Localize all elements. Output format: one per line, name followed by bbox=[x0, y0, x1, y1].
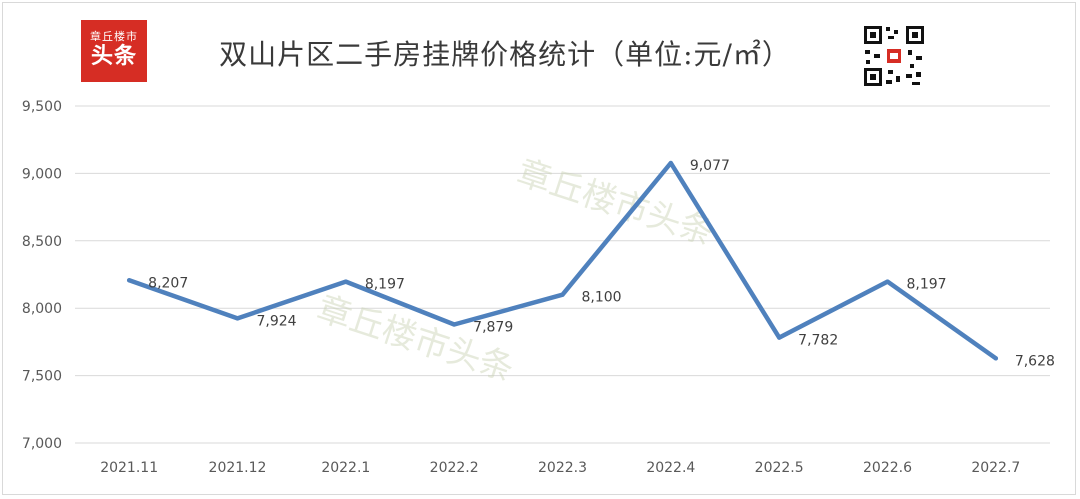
data-label: 8,100 bbox=[582, 290, 622, 306]
data-point bbox=[777, 335, 782, 340]
qr-code-icon bbox=[862, 24, 926, 88]
data-label: 8,197 bbox=[365, 277, 405, 293]
x-tick-label: 2022.1 bbox=[321, 460, 370, 476]
data-point bbox=[885, 279, 890, 284]
data-label: 7,782 bbox=[798, 333, 838, 349]
x-tick-label: 2021.12 bbox=[209, 460, 267, 476]
logo-text-top: 章丘楼市 bbox=[90, 30, 138, 43]
y-tick-label: 9,500 bbox=[22, 99, 62, 115]
data-point bbox=[343, 279, 348, 284]
chart-title: 双山片区二手房挂牌价格统计（单位:元/㎡） bbox=[219, 38, 791, 71]
y-tick-label: 8,000 bbox=[22, 301, 62, 317]
watermark-text: 章丘楼市头条 bbox=[512, 153, 718, 254]
y-tick-label: 7,500 bbox=[22, 369, 62, 385]
x-tick-label: 2021.11 bbox=[100, 460, 158, 476]
data-point bbox=[235, 316, 240, 321]
x-tick-label: 2022.6 bbox=[863, 460, 912, 476]
data-point bbox=[668, 161, 673, 166]
x-tick-label: 2022.3 bbox=[538, 460, 587, 476]
brand-logo: 章丘楼市 头条 bbox=[81, 20, 147, 82]
x-tick-label: 2022.7 bbox=[971, 460, 1020, 476]
y-tick-label: 7,000 bbox=[22, 436, 62, 452]
data-point bbox=[993, 356, 998, 361]
data-point bbox=[127, 278, 132, 283]
data-label: 7,924 bbox=[257, 313, 297, 329]
data-label: 7,628 bbox=[1015, 353, 1055, 369]
watermark-text: 章丘楼市头条 bbox=[312, 289, 518, 390]
data-point bbox=[452, 322, 457, 327]
y-tick-label: 8,500 bbox=[22, 234, 62, 250]
data-label: 9,077 bbox=[690, 158, 730, 174]
y-tick-label: 9,000 bbox=[22, 166, 62, 182]
data-point bbox=[560, 292, 565, 297]
logo-text-bottom: 头条 bbox=[90, 44, 137, 69]
x-tick-label: 2022.5 bbox=[755, 460, 804, 476]
data-label: 7,879 bbox=[473, 320, 513, 336]
data-label: 8,197 bbox=[907, 277, 947, 293]
x-tick-label: 2022.4 bbox=[646, 460, 695, 476]
x-tick-label: 2022.2 bbox=[430, 460, 479, 476]
data-label: 8,207 bbox=[148, 275, 188, 291]
